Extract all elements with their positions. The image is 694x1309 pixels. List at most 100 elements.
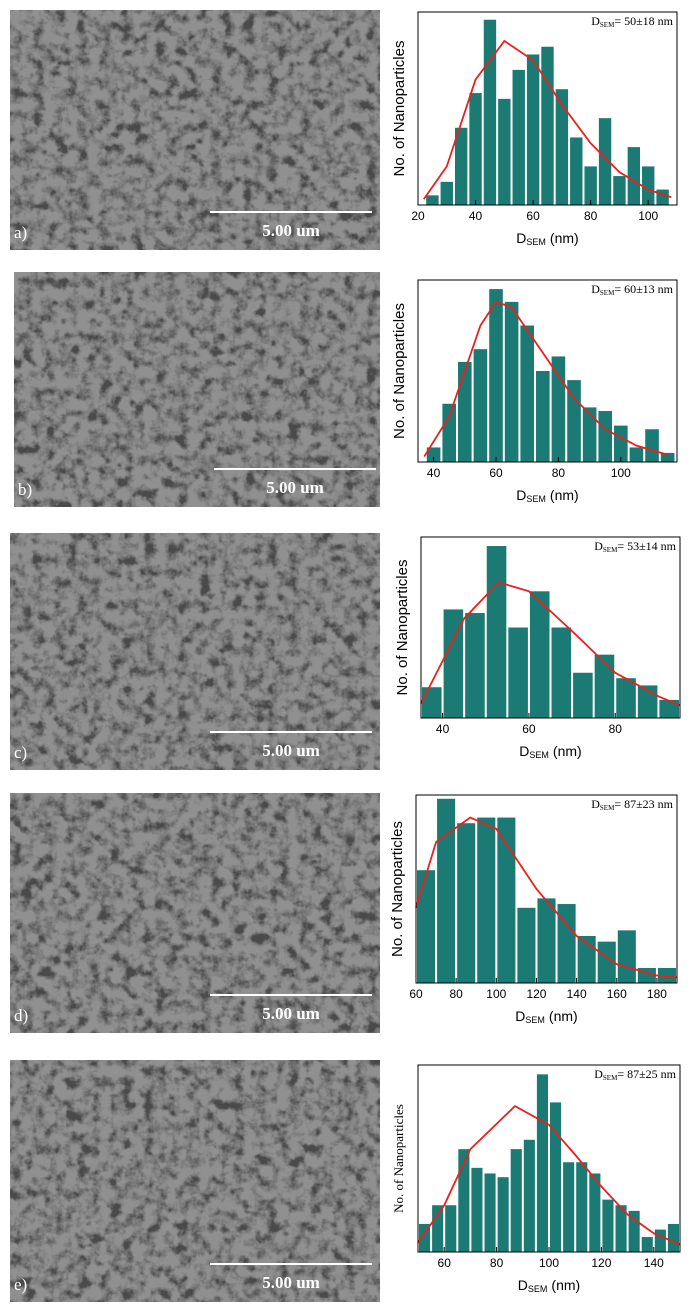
bar: [529, 591, 550, 718]
sem-texture: [10, 1060, 380, 1302]
x-label-main: D: [516, 487, 526, 503]
x-tick-label: 60: [526, 209, 540, 223]
bar: [563, 1162, 575, 1252]
bar: [426, 195, 439, 205]
x-tick-label: 140: [567, 987, 587, 1001]
x-tick-label: 60: [438, 1256, 452, 1270]
bar: [489, 289, 503, 462]
x-tick-label: 40: [436, 722, 450, 736]
x-label-main: D: [516, 230, 526, 246]
x-axis-label: DSEM (nm): [516, 487, 578, 505]
panel-label: a): [14, 223, 27, 242]
bar: [458, 1149, 470, 1252]
bar: [417, 870, 436, 983]
x-label-unit: (nm): [550, 230, 579, 246]
annotation-value: = 87±25 nm: [617, 1067, 676, 1081]
bar: [454, 127, 468, 205]
bar: [508, 627, 528, 718]
bar: [458, 361, 472, 462]
bar: [422, 687, 442, 718]
scale-label: 5.00 um: [262, 741, 320, 760]
annotation-main: D: [591, 282, 600, 296]
bar: [526, 54, 540, 206]
annotation-value: = 87±23 nm: [614, 797, 673, 811]
bar: [570, 137, 583, 205]
bar: [541, 46, 554, 205]
bar: [536, 371, 550, 462]
x-label-unit: (nm): [550, 487, 579, 503]
x-tick-label: 40: [427, 466, 441, 480]
bar: [537, 898, 556, 983]
bar: [645, 429, 659, 462]
annotation-main: D: [591, 14, 600, 28]
x-label-main: D: [519, 743, 529, 759]
bar: [657, 967, 676, 983]
x-tick-label: 20: [411, 209, 425, 223]
x-tick-label: 120: [526, 987, 546, 1001]
annotation-value: = 60±13 nm: [614, 282, 673, 296]
bar: [473, 349, 488, 462]
x-tick-label: 120: [591, 1256, 611, 1270]
annotation-sub: SEM: [603, 1074, 618, 1082]
annotation-sub: SEM: [603, 546, 618, 554]
y-axis-label: No. of Nanoparticles: [391, 303, 408, 439]
x-tick-label: 100: [611, 466, 631, 480]
bar: [504, 301, 519, 462]
bar: [629, 447, 644, 462]
bar: [589, 1173, 601, 1252]
bar: [597, 941, 616, 983]
fit-curve: [423, 39, 672, 200]
x-axis-label: DSEM (nm): [515, 1008, 577, 1026]
x-label-unit: (nm): [551, 1277, 580, 1293]
x-label-unit: (nm): [549, 1008, 578, 1024]
x-tick-label: 160: [607, 987, 627, 1001]
bar: [445, 1205, 457, 1252]
x-tick-label: 80: [609, 722, 623, 736]
bar: [656, 189, 669, 205]
x-axis-label: DSEM (nm): [516, 230, 578, 248]
sem-texture: [10, 793, 380, 1033]
scale-label: 5.00 um: [262, 1273, 320, 1292]
fit-curve: [423, 300, 668, 458]
x-tick-label: 40: [469, 209, 483, 223]
bar: [641, 1237, 653, 1252]
panel-label: c): [14, 743, 27, 762]
plot-frame: [420, 536, 681, 719]
x-label-unit: (nm): [553, 743, 582, 759]
annotation-main: D: [594, 1067, 603, 1081]
bar: [582, 407, 597, 462]
panel-label: b): [18, 480, 32, 499]
bar: [510, 1149, 522, 1252]
x-tick-label: 100: [539, 1256, 559, 1270]
annotation-value: = 50±18 nm: [614, 14, 673, 28]
x-tick-label: 140: [644, 1256, 664, 1270]
bar: [443, 609, 464, 718]
scale-label: 5.00 um: [262, 1004, 320, 1023]
bar: [457, 823, 476, 983]
bar: [469, 93, 482, 205]
bar: [667, 1223, 679, 1252]
bar: [486, 546, 507, 718]
x-axis-label: DSEM (nm): [519, 743, 581, 761]
bar: [576, 1162, 588, 1252]
bar: [613, 176, 626, 205]
scale-label: 5.00 um: [266, 478, 324, 497]
bar: [512, 69, 525, 206]
bar: [627, 147, 641, 205]
fit-curve: [417, 1105, 681, 1246]
bar: [555, 89, 569, 205]
sem-texture: [10, 533, 380, 770]
bar: [557, 904, 576, 983]
scale-label: 5.00 um: [262, 221, 320, 240]
fit-curve: [415, 816, 678, 979]
bar: [426, 447, 441, 462]
bar: [442, 403, 457, 462]
x-tick-label: 80: [552, 466, 566, 480]
sem-texture: [14, 272, 380, 507]
bar: [484, 1173, 496, 1252]
x-label-sub: SEM: [529, 750, 549, 760]
x-label-sub: SEM: [525, 1015, 545, 1025]
bar: [598, 411, 613, 462]
